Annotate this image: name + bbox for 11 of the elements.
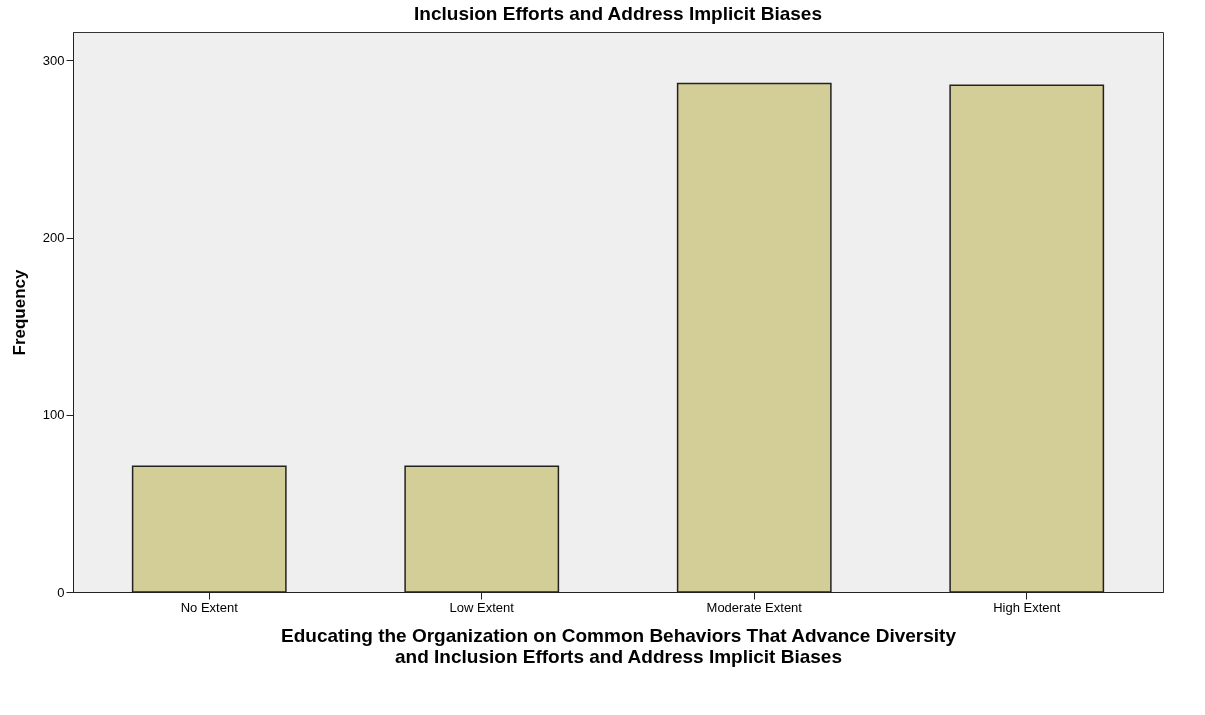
x-tick-label: No Extent bbox=[180, 599, 239, 615]
y-tick-label: 100 bbox=[42, 407, 65, 423]
x-tick-label: Moderate Extent bbox=[706, 599, 803, 615]
y-tick-label: 200 bbox=[42, 230, 65, 246]
chart-title: Inclusion Efforts and Address Implicit Biases bbox=[414, 3, 822, 24]
y-tick-label: 0 bbox=[57, 584, 65, 600]
y-axis-title: Frequency bbox=[9, 268, 29, 356]
x-tick-label: High Extent bbox=[993, 599, 1061, 615]
x-axis-title: Educating the Organization on Common Behaviors That Advance Diversity and Inclusion Efforts and Address Implicit Biases bbox=[281, 624, 957, 667]
x-tick-label: Low Extent bbox=[449, 599, 515, 615]
y-tick-label: 300 bbox=[42, 52, 65, 68]
